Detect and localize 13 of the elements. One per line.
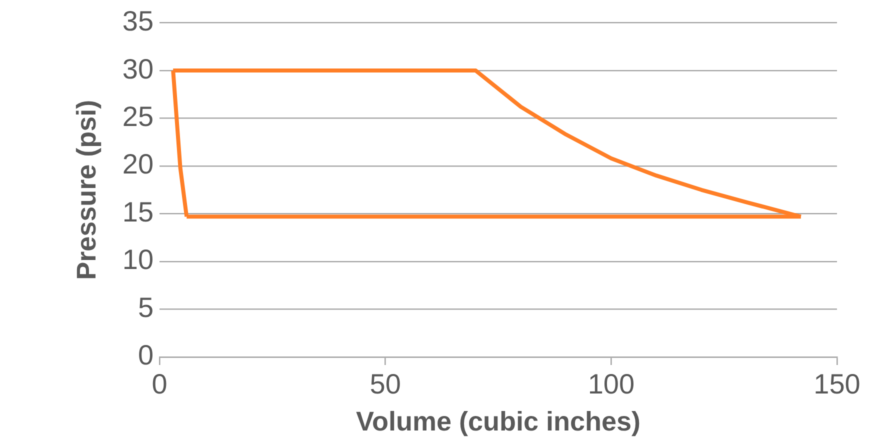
x-tick-label: 50 [370,368,401,400]
y-tick-label: 0 [138,340,154,371]
y-axis-title: Pressure (psi) [72,100,102,280]
y-tick-label: 35 [122,6,154,37]
x-tick-label: 100 [588,368,635,400]
y-tick-label: 20 [122,148,154,180]
y-tick-label: 30 [122,53,154,84]
y-tick-label: 10 [122,244,154,276]
y-tick-label: 25 [122,101,154,132]
y-tick-label: 15 [122,196,154,228]
y-tick-label: 5 [138,292,154,323]
x-axis-title: Volume (cubic inches) [356,406,641,436]
x-tick-label: 150 [814,368,860,400]
